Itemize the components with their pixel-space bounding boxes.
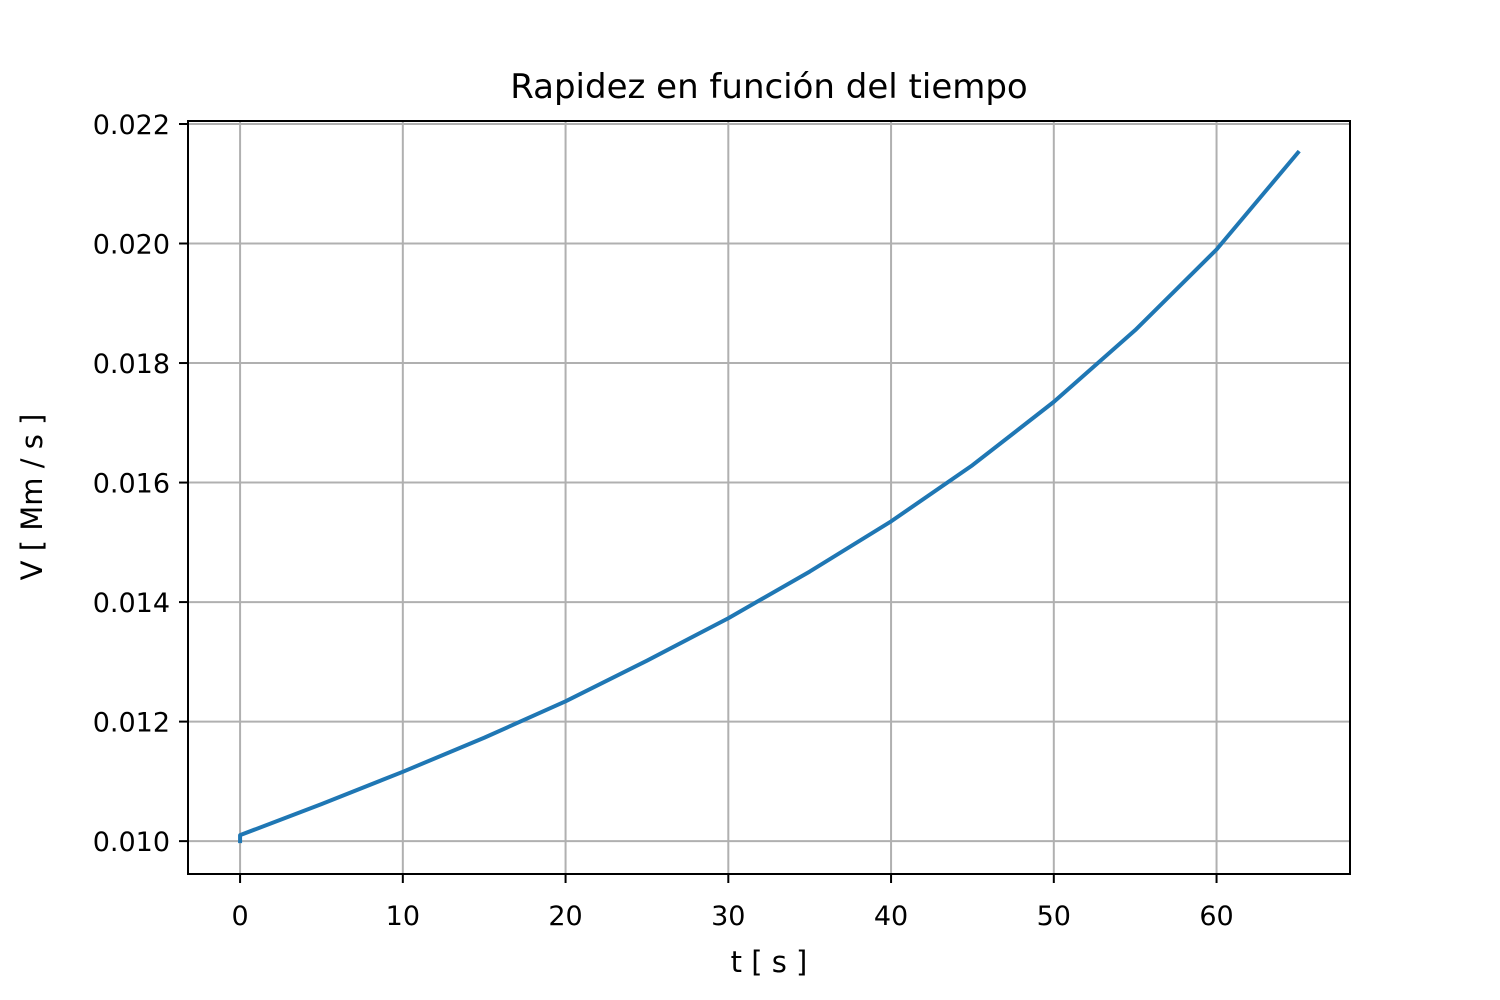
y-axis-ticks: 0.010 0.012 0.014 0.016 0.018 0.020 0.022 — [93, 110, 188, 858]
x-tick-label: 30 — [711, 901, 745, 932]
x-tick-label: 10 — [386, 901, 420, 932]
x-tick-label: 20 — [548, 901, 582, 932]
y-tick-label: 0.010 — [93, 827, 170, 858]
series-layer — [238, 149, 1301, 844]
y-tick-label: 0.018 — [93, 349, 170, 380]
x-axis-ticks: 0 10 20 30 40 50 60 — [231, 874, 1234, 932]
y-tick-label: 0.012 — [93, 708, 170, 739]
series-line — [238, 149, 1301, 844]
y-tick-label: 0.020 — [93, 230, 170, 261]
x-tick-label: 0 — [231, 901, 248, 932]
y-tick-label: 0.014 — [93, 588, 170, 619]
y-grid — [188, 122, 1350, 843]
x-tick-label: 60 — [1199, 901, 1233, 932]
plot-frame — [187, 120, 1351, 875]
y-tick-label: 0.022 — [93, 110, 170, 141]
plot-area-background — [188, 121, 1350, 874]
y-axis-label: V [ Mm / s ] — [15, 414, 49, 581]
y-tick-label: 0.016 — [93, 469, 170, 500]
x-axis-label: t [ s ] — [731, 945, 808, 979]
x-tick-label: 50 — [1037, 901, 1071, 932]
chart-title: Rapidez en función del tiempo — [510, 67, 1028, 107]
x-grid — [239, 121, 1218, 874]
x-tick-label: 40 — [874, 901, 908, 932]
